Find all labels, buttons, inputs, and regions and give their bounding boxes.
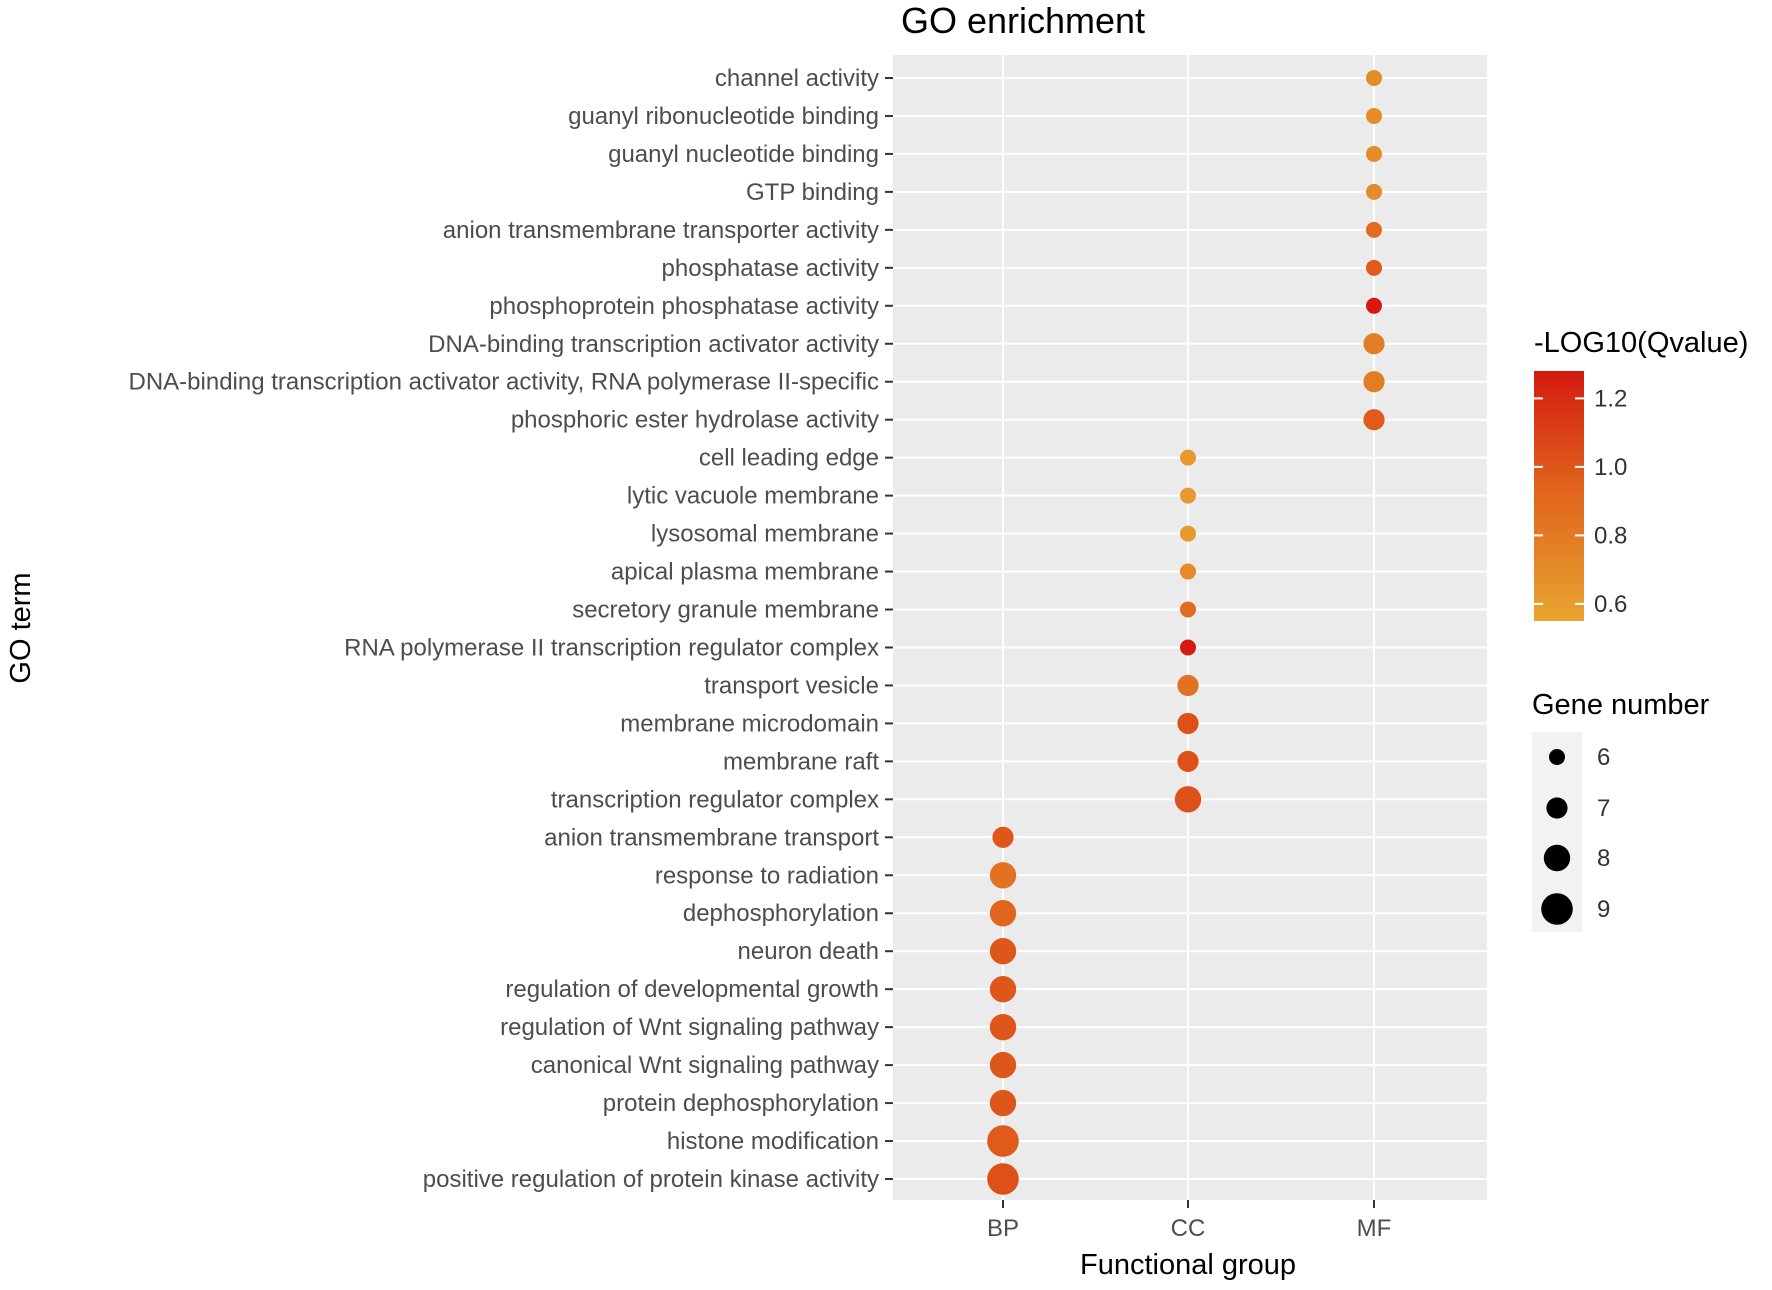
data-point (1180, 563, 1196, 580)
x-axis-title: Functional group (1080, 1249, 1296, 1281)
data-point (1366, 297, 1382, 314)
size-legend-key (1543, 844, 1571, 872)
y-tick-label: transport vesicle (704, 672, 879, 699)
data-point (1366, 70, 1382, 86)
data-point (989, 1051, 1017, 1079)
y-tick-label: regulation of developmental growth (505, 976, 879, 1003)
size-legend-key (1549, 749, 1565, 765)
x-axis-ticks: BP CC MF (987, 1200, 1391, 1242)
y-tick-label: response to radiation (655, 862, 879, 889)
y-tick-label: guanyl nucleotide binding (608, 141, 879, 168)
size-legend-title: Gene number (1532, 689, 1710, 721)
data-point (1180, 525, 1196, 542)
y-tick-label: anion transmembrane transporter activity (443, 217, 879, 244)
y-tick-label: cell leading edge (699, 445, 879, 472)
size-legend-key (1546, 797, 1568, 819)
data-point (1363, 409, 1385, 431)
size-legend-keys: 6 7 8 9 (1541, 744, 1610, 925)
data-point (1180, 487, 1196, 504)
y-tick-label: transcription regulator complex (551, 786, 879, 813)
y-tick-label: canonical Wnt signaling pathway (531, 1052, 879, 1079)
data-point (989, 900, 1017, 927)
chart-title: GO enrichment (901, 0, 1145, 41)
data-point (1363, 333, 1385, 355)
data-point (992, 826, 1014, 848)
size-legend-label: 6 (1597, 744, 1610, 771)
data-point (1177, 750, 1199, 772)
y-tick-label: phosphatase activity (662, 255, 879, 282)
y-tick-label: neuron death (738, 938, 879, 965)
data-point (1366, 145, 1382, 162)
color-legend-title: -LOG10(Qvalue) (1534, 327, 1748, 359)
data-point (989, 938, 1017, 965)
data-point (987, 1163, 1019, 1195)
data-point (1177, 712, 1199, 735)
data-point (1180, 639, 1196, 656)
y-tick-label: histone modification (667, 1128, 879, 1155)
y-tick-label: lysosomal membrane (651, 521, 879, 548)
y-tick-label: DNA-binding transcription activator acti… (428, 331, 879, 358)
data-point (1366, 183, 1382, 200)
color-tick-label: 0.8 (1594, 522, 1627, 549)
color-legend: -LOG10(Qvalue) 0.6 0.8 1.0 1.2 (1534, 327, 1748, 621)
y-tick-label: regulation of Wnt signaling pathway (500, 1014, 879, 1041)
y-axis-title: GO term (5, 572, 37, 683)
y-tick-label: secretory granule membrane (572, 597, 879, 624)
data-point (1363, 371, 1385, 393)
y-tick-label: GTP binding (746, 179, 879, 206)
y-tick-label: membrane raft (723, 748, 879, 775)
y-tick-label: phosphoric ester hydrolase activity (511, 407, 879, 434)
y-axis-ticks: positive regulation of protein kinase ac… (129, 65, 893, 1193)
data-point (1366, 221, 1382, 238)
y-tick-label: RNA polymerase II transcription regulato… (344, 634, 879, 661)
y-tick-label: DNA-binding transcription activator acti… (129, 369, 880, 396)
data-point (1180, 601, 1196, 618)
data-point (989, 862, 1017, 889)
y-tick-label: lytic vacuole membrane (627, 483, 879, 510)
color-bar (1534, 371, 1584, 621)
y-tick-label: membrane microdomain (620, 710, 879, 737)
color-tick-label: 1.2 (1594, 385, 1627, 412)
x-tick-label: CC (1171, 1215, 1206, 1242)
data-point (987, 1125, 1019, 1157)
data-point (1177, 674, 1199, 697)
y-tick-label: phosphoprotein phosphatase activity (489, 293, 879, 320)
data-point (989, 1089, 1017, 1117)
color-tick-label: 1.0 (1594, 454, 1627, 481)
size-legend-key (1541, 893, 1573, 925)
x-tick-label: MF (1357, 1215, 1392, 1242)
x-tick-label: BP (987, 1215, 1019, 1242)
y-tick-label: anion transmembrane transport (544, 824, 879, 851)
size-legend: Gene number 6 7 8 9 (1532, 689, 1710, 932)
y-tick-label: guanyl ribonucleotide binding (568, 103, 879, 130)
y-tick-label: channel activity (715, 65, 879, 92)
y-tick-label: protein dephosphorylation (603, 1090, 879, 1117)
data-points (987, 70, 1385, 1195)
y-tick-label: apical plasma membrane (611, 559, 879, 586)
panel-background (893, 55, 1487, 1200)
data-point (1366, 107, 1382, 124)
size-legend-label: 8 (1597, 845, 1610, 872)
y-tick-label: positive regulation of protein kinase ac… (423, 1166, 879, 1193)
size-legend-label: 9 (1597, 896, 1610, 923)
data-point (989, 975, 1017, 1003)
y-tick-label: dephosphorylation (683, 900, 879, 927)
data-point (1174, 786, 1202, 813)
size-legend-label: 7 (1597, 795, 1610, 822)
color-tick-label: 0.6 (1594, 591, 1627, 618)
data-point (1180, 449, 1196, 466)
data-point (1366, 259, 1382, 276)
plot-panel (893, 55, 1487, 1200)
color-legend-ticks: 0.6 0.8 1.0 1.2 (1534, 385, 1627, 618)
data-point (989, 1013, 1017, 1041)
